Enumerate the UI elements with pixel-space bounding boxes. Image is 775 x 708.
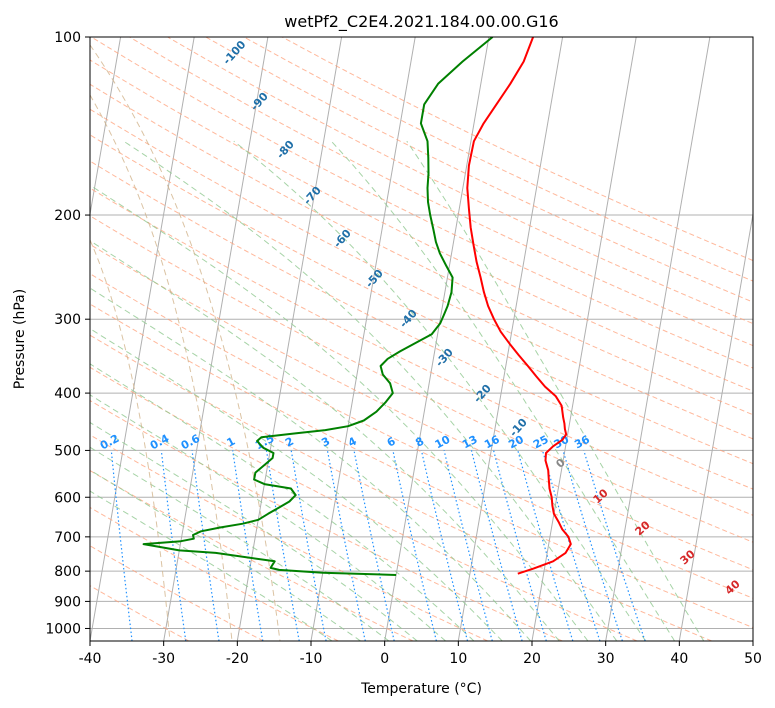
moist-adiabat-line bbox=[90, 328, 503, 641]
y-tick-label: 800 bbox=[54, 564, 81, 580]
x-tick-label: -20 bbox=[226, 651, 249, 667]
mixing-ratio-line bbox=[160, 450, 187, 641]
mixing-ratio-line bbox=[443, 450, 493, 641]
dry-adiabat-line bbox=[167, 37, 753, 325]
dry-adiabat-line bbox=[90, 187, 753, 516]
dry-adiabat-line bbox=[205, 37, 753, 303]
moist-adiabat-line bbox=[90, 469, 361, 641]
dry-adiabat-line bbox=[90, 243, 753, 571]
isotherm-gridline bbox=[605, 37, 711, 641]
isotherm-gridline bbox=[90, 37, 195, 641]
axes: -40 -30 -20 -10 0 10 20 30 40 50 100 200 300 400 500 60… bbox=[45, 30, 762, 667]
temperature-profile-line bbox=[466, 37, 572, 575]
y-tick-label: 500 bbox=[54, 443, 81, 459]
mixing-ratio-label: 10 bbox=[433, 433, 453, 452]
x-tick-label: -30 bbox=[152, 651, 175, 667]
x-tick-label: 20 bbox=[523, 651, 541, 667]
y-tick-label: 600 bbox=[54, 490, 81, 506]
y-tick-label: 400 bbox=[54, 386, 81, 402]
curved-guide-line bbox=[90, 239, 171, 641]
dry-adiabat-line bbox=[243, 37, 753, 282]
isotherm-gridline bbox=[90, 37, 122, 218]
y-tick-label: 200 bbox=[54, 208, 81, 224]
y-tick-label: 300 bbox=[54, 312, 81, 328]
dry-adiabat-line bbox=[90, 399, 563, 641]
isotherm-gridline bbox=[384, 37, 490, 641]
guide-lines bbox=[90, 37, 753, 641]
moist-adiabat-line bbox=[406, 140, 705, 641]
isotherm-gridline bbox=[531, 37, 637, 641]
mixing-ratio-line bbox=[110, 450, 133, 641]
mixing-ratio-line bbox=[420, 450, 469, 641]
mixing-ratio-line bbox=[562, 450, 623, 641]
plot-frame bbox=[89, 36, 754, 642]
mixing-ratio-line bbox=[392, 450, 437, 641]
mixing-ratio-line bbox=[232, 450, 264, 641]
moist-adiabat-line bbox=[123, 140, 618, 641]
dry-adiabat-line bbox=[90, 303, 753, 629]
moist-adiabat-line bbox=[90, 240, 560, 641]
dry-adiabat-line bbox=[90, 545, 264, 641]
dry-adiabat-line bbox=[90, 134, 753, 465]
curved-guide-line bbox=[90, 94, 233, 641]
x-tick-label: 10 bbox=[449, 651, 467, 667]
y-tick-label: 1000 bbox=[45, 621, 81, 637]
x-tick-label: 0 bbox=[380, 651, 389, 667]
isotherm-gridline bbox=[310, 37, 416, 641]
mixing-ratio-label: 16 bbox=[482, 433, 502, 452]
y-tick-label: 100 bbox=[54, 30, 81, 46]
curved-guide-line bbox=[90, 44, 281, 641]
mixing-ratio-line bbox=[353, 450, 395, 641]
dry-adiabat-line bbox=[90, 434, 488, 641]
profile-series bbox=[142, 37, 572, 576]
x-tick-label: -40 bbox=[79, 651, 102, 667]
mixing-ratio-line bbox=[583, 450, 646, 641]
moist-adiabat-line bbox=[233, 140, 647, 641]
dry-adiabat-line bbox=[90, 108, 753, 440]
moist-adiabat-line bbox=[90, 184, 589, 641]
dewpoint-profile-line bbox=[142, 37, 494, 576]
moist-adiabat-line bbox=[90, 363, 475, 641]
x-tick-label: 40 bbox=[670, 651, 688, 667]
mixing-ratio-label: 13 bbox=[460, 433, 480, 452]
x-axis-title: Temperature (°C) bbox=[360, 681, 482, 697]
mixing-ratio-line bbox=[541, 450, 601, 641]
dry-adiabat-line bbox=[90, 334, 712, 641]
mixing-ratio-label: 36 bbox=[572, 433, 592, 452]
moist-adiabat-line bbox=[90, 421, 418, 641]
y-axis-title: Pressure (hPa) bbox=[12, 289, 28, 389]
mixing-ratio-label: 20 bbox=[506, 433, 526, 452]
mixing-ratio-line bbox=[517, 450, 574, 641]
y-tick-label: 900 bbox=[54, 594, 81, 610]
dry-adiabat-line bbox=[90, 506, 339, 641]
isotherm-gridline bbox=[236, 37, 343, 641]
mixing-ratio-line bbox=[493, 450, 547, 641]
moist-adiabat-line bbox=[330, 140, 676, 641]
dry-adiabat-line bbox=[90, 273, 753, 599]
chart-title: wetPf2_C2E4.2021.184.00.00.G16 bbox=[284, 12, 558, 32]
mixing-ratio-label: 25 bbox=[531, 433, 551, 452]
mixing-ratio-line bbox=[191, 450, 220, 641]
x-tick-label: 50 bbox=[744, 651, 762, 667]
x-tick-label: -10 bbox=[300, 651, 323, 667]
dry-adiabat-line bbox=[90, 160, 753, 490]
dry-adiabat-line bbox=[90, 215, 753, 543]
moist-adiabat-line bbox=[90, 287, 532, 641]
dry-adiabat-line bbox=[90, 366, 638, 641]
mixing-ratio-line bbox=[470, 450, 523, 641]
y-tick-label: 700 bbox=[54, 530, 81, 546]
mixing-ratio-label: 30 bbox=[552, 433, 572, 452]
moist-adiabat-line bbox=[90, 394, 446, 641]
isotherm-gridline bbox=[678, 211, 753, 641]
x-tick-label: 30 bbox=[597, 651, 615, 667]
isotherm-gridline bbox=[457, 37, 564, 641]
moist-adiabat-line bbox=[90, 446, 390, 641]
